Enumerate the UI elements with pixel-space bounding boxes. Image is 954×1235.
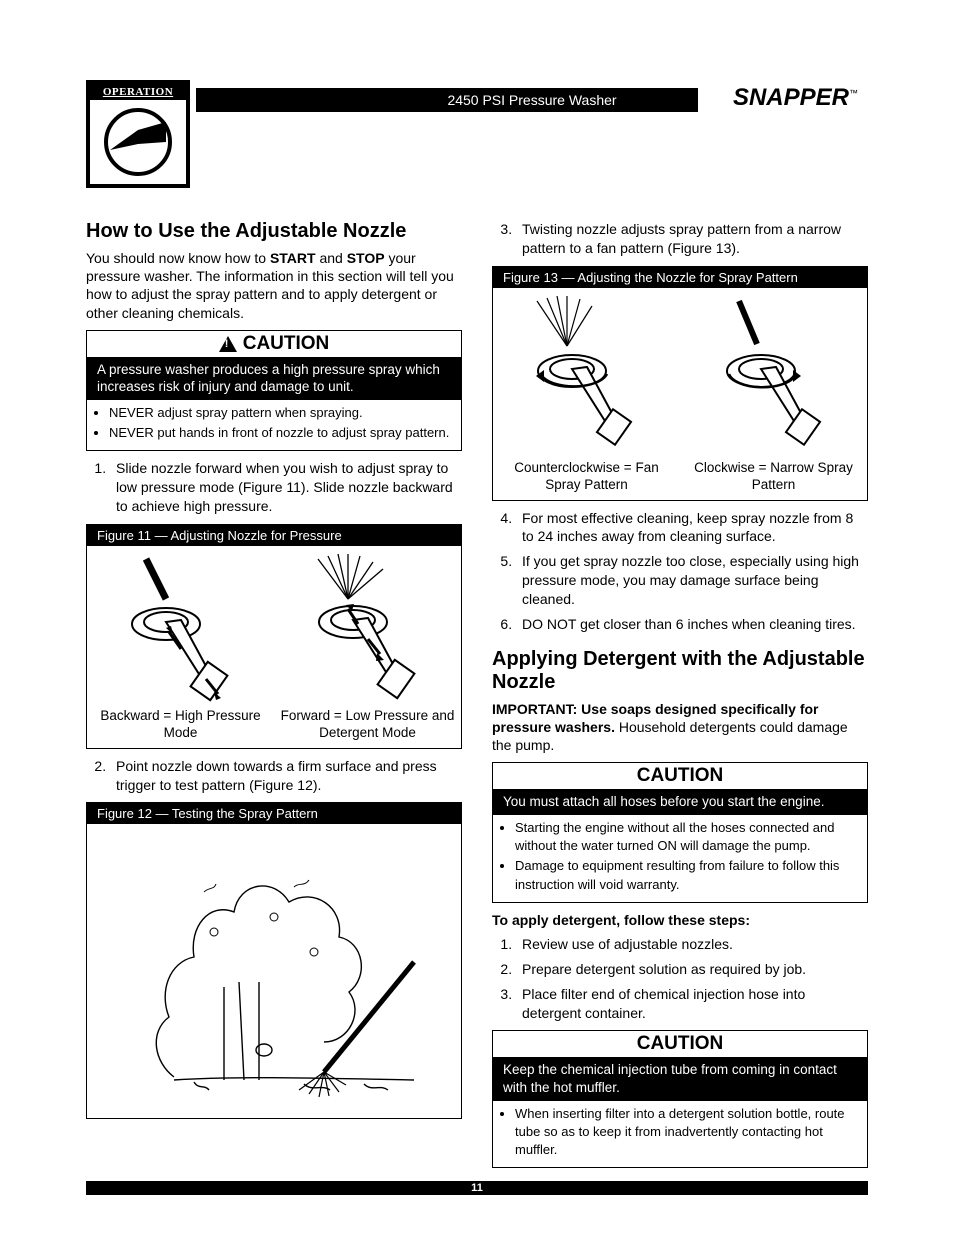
steps-list-left: Slide nozzle forward when you wish to ad…	[86, 459, 462, 516]
intro-a: You should now know how to	[86, 250, 270, 266]
caution-bullets-1: NEVER adjust spray pattern when spraying…	[87, 400, 461, 450]
brand-tm: ™	[849, 88, 858, 98]
caution-head-1: CAUTION	[87, 331, 461, 357]
figure-13-right-caption: Clockwise = Narrow Spray Pattern	[684, 460, 863, 494]
caution-title-3: CAUTION	[637, 1033, 724, 1055]
figure-11-title: Figure 11 — Adjusting Nozzle for Pressur…	[87, 525, 461, 546]
caution-bullets-2: Starting the engine without all the hose…	[493, 815, 867, 902]
figure-12-title: Figure 12 — Testing the Spray Pattern	[87, 803, 461, 824]
caution-head-2: CAUTION	[493, 763, 867, 789]
caution-bullet: Starting the engine without all the hose…	[515, 819, 857, 855]
figure-11-left: Backward = High Pressure Mode	[91, 554, 270, 742]
operation-label: OPERATION	[90, 84, 186, 100]
steps-list-right: Twisting nozzle adjusts spray pattern fr…	[492, 220, 868, 258]
caution-bullets-3: When inserting filter into a detergent s…	[493, 1101, 867, 1168]
columns: How to Use the Adjustable Nozzle You sho…	[86, 220, 868, 1176]
apply-step: Place filter end of chemical injection h…	[516, 985, 868, 1023]
right-column: Twisting nozzle adjusts spray pattern fr…	[492, 220, 868, 1176]
brand-logo: SNAPPER™	[698, 84, 868, 114]
figure-12-body	[87, 824, 461, 1118]
caution-bullet: NEVER adjust spray pattern when spraying…	[109, 404, 451, 422]
caution-sub-1: A pressure washer produces a high pressu…	[87, 357, 461, 400]
caution-bullet: NEVER put hands in front of nozzle to ad…	[109, 424, 451, 442]
apply-heading: To apply detergent, follow these steps:	[492, 911, 868, 929]
apply-step: Prepare detergent solution as required b…	[516, 960, 868, 979]
figure-11-body: Backward = High Pressure Mode	[87, 546, 461, 748]
nozzle-back-icon	[111, 554, 251, 704]
steps-list-right-2: For most effective cleaning, keep spray …	[492, 509, 868, 634]
step-2: Point nozzle down towards a firm surface…	[110, 757, 462, 795]
figure-11-right: Forward = Low Pressure and Detergent Mod…	[278, 554, 457, 742]
intro-mid: and	[316, 250, 347, 266]
step-1: Slide nozzle forward when you wish to ad…	[110, 459, 462, 516]
apply-step: Review use of adjustable nozzles.	[516, 935, 868, 954]
intro-stop: STOP	[347, 250, 385, 266]
step-4: For most effective cleaning, keep spray …	[516, 509, 868, 547]
figure-13-left-caption: Counterclockwise = Fan Spray Pattern	[497, 460, 676, 494]
heading-detergent: Applying Detergent with the Adjustable N…	[492, 648, 868, 694]
figure-13-right: Clockwise = Narrow Spray Pattern	[684, 296, 863, 494]
brand-name: SNAPPER	[733, 84, 849, 111]
warning-triangle-icon	[219, 336, 237, 352]
caution-title-1: CAUTION	[243, 333, 330, 355]
nozzle-ccw-icon	[512, 296, 662, 456]
figure-11: Figure 11 — Adjusting Nozzle for Pressur…	[86, 524, 462, 749]
operation-box: OPERATION	[86, 80, 190, 188]
figure-13-body: Counterclockwise = Fan Spray Pattern Clo…	[493, 288, 867, 500]
nozzle-cw-icon	[699, 296, 849, 456]
caution-bullet: Damage to equipment resulting from failu…	[515, 857, 857, 893]
apply-steps: Review use of adjustable nozzles. Prepar…	[492, 935, 868, 1023]
figure-11-left-caption: Backward = High Pressure Mode	[91, 708, 270, 742]
caution-sub-3: Keep the chemical injection tube from co…	[493, 1057, 867, 1100]
caution-head-3: CAUTION	[493, 1031, 867, 1057]
header-title: 2450 PSI Pressure Washer	[447, 92, 616, 108]
figure-11-right-caption: Forward = Low Pressure and Detergent Mod…	[278, 708, 457, 742]
page-number: 11	[457, 1181, 497, 1195]
important-paragraph: IMPORTANT: Use soaps designed specifical…	[492, 700, 868, 755]
figure-13-title: Figure 13 — Adjusting the Nozzle for Spr…	[493, 267, 867, 288]
step-3: Twisting nozzle adjusts spray pattern fr…	[516, 220, 868, 258]
intro-paragraph: You should now know how to START and STO…	[86, 249, 462, 322]
operation-icon	[90, 100, 186, 180]
steps-list-left-2: Point nozzle down towards a firm surface…	[86, 757, 462, 795]
caution-bullet: When inserting filter into a detergent s…	[515, 1105, 857, 1160]
intro-start: START	[270, 250, 316, 266]
figure-13-left: Counterclockwise = Fan Spray Pattern	[497, 296, 676, 494]
caution-sub-2: You must attach all hoses before you sta…	[493, 789, 867, 815]
step-5: If you get spray nozzle too close, espec…	[516, 552, 868, 609]
step-6: DO NOT get closer than 6 inches when cle…	[516, 615, 868, 634]
spray-test-illustration	[114, 832, 434, 1112]
caution-box-2: CAUTION You must attach all hoses before…	[492, 762, 868, 902]
heading-adjustable-nozzle: How to Use the Adjustable Nozzle	[86, 220, 462, 243]
top-region: 2450 PSI Pressure Washer SNAPPER™ OPERAT…	[86, 80, 868, 190]
caution-box-3: CAUTION Keep the chemical injection tube…	[492, 1030, 868, 1168]
figure-13: Figure 13 — Adjusting the Nozzle for Spr…	[492, 266, 868, 501]
left-column: How to Use the Adjustable Nozzle You sho…	[86, 220, 462, 1176]
caution-title-2: CAUTION	[637, 765, 724, 787]
caution-box-1: CAUTION A pressure washer produces a hig…	[86, 330, 462, 451]
figure-12: Figure 12 — Testing the Spray Pattern	[86, 802, 462, 1119]
nozzle-forward-icon	[288, 554, 448, 704]
